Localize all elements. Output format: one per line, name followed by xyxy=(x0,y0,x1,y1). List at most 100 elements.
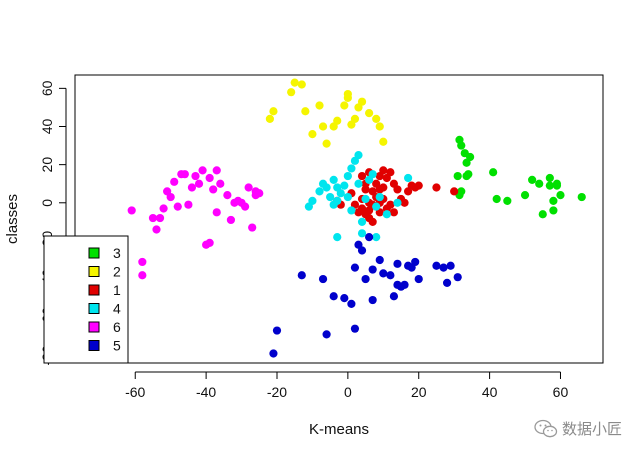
legend-label: 4 xyxy=(113,301,121,317)
data-point-class-2 xyxy=(343,89,352,99)
data-point-class-2 xyxy=(297,80,306,89)
data-point-class-3 xyxy=(538,210,547,219)
data-point-class-2 xyxy=(318,122,328,131)
y-tick-label: 20 xyxy=(39,157,55,173)
data-point-class-6 xyxy=(191,171,200,181)
data-point-class-6 xyxy=(255,189,264,198)
data-point-class-4 xyxy=(329,175,338,185)
data-point-class-4 xyxy=(404,173,413,183)
data-point-class-5 xyxy=(318,274,328,284)
data-point-class-2 xyxy=(287,88,296,97)
data-point-class-3 xyxy=(552,181,562,190)
data-point-class-3 xyxy=(549,206,558,215)
data-point-class-3 xyxy=(492,194,501,204)
data-point-class-4 xyxy=(308,196,317,205)
data-point-class-3 xyxy=(489,168,498,177)
data-point-class-1 xyxy=(368,217,377,226)
data-point-class-5 xyxy=(322,330,331,339)
data-point-class-2 xyxy=(340,101,349,110)
data-point-class-4 xyxy=(347,164,356,173)
data-point-class-5 xyxy=(389,292,399,301)
legend-item-4: 4 xyxy=(88,301,121,317)
data-point-class-5 xyxy=(386,271,395,280)
data-point-class-4 xyxy=(361,194,370,204)
legend-item-1: 1 xyxy=(88,282,121,298)
legend-label: 3 xyxy=(113,245,121,261)
data-point-class-2 xyxy=(365,109,374,118)
data-point-class-2 xyxy=(301,107,310,116)
data-point-class-2 xyxy=(290,78,299,87)
data-point-class-3 xyxy=(545,173,554,183)
data-point-class-6 xyxy=(166,192,175,202)
data-point-class-3 xyxy=(503,196,512,205)
data-point-class-6 xyxy=(127,206,136,215)
x-tick-label: 20 xyxy=(411,384,427,400)
data-point-class-5 xyxy=(368,295,377,305)
data-point-class-4 xyxy=(372,202,381,211)
data-point-class-2 xyxy=(315,101,324,110)
data-point-class-6 xyxy=(244,183,253,192)
data-point-class-6 xyxy=(240,202,250,211)
data-point-class-6 xyxy=(198,166,207,175)
data-point-class-6 xyxy=(159,204,168,213)
data-point-class-6 xyxy=(173,202,182,211)
legend-swatch xyxy=(88,303,100,314)
data-point-class-6 xyxy=(212,208,221,217)
data-point-class-4 xyxy=(333,196,342,205)
legend-swatch xyxy=(88,247,100,259)
data-point-class-4 xyxy=(372,233,381,242)
data-point-class-5 xyxy=(375,255,384,265)
legend-swatch xyxy=(88,266,100,277)
legend-item-6: 6 xyxy=(88,319,121,335)
x-tick-label: -60 xyxy=(125,384,145,400)
legend-swatch xyxy=(88,284,100,296)
data-point-class-5 xyxy=(272,326,282,335)
data-point-class-2 xyxy=(269,107,278,116)
data-point-class-6 xyxy=(184,200,193,209)
data-point-class-4 xyxy=(315,187,324,196)
data-point-class-2 xyxy=(265,114,274,123)
data-point-class-3 xyxy=(577,192,586,202)
watermark-text: 数据小匠 xyxy=(561,420,622,438)
data-point-class-5 xyxy=(453,273,462,282)
data-point-class-5 xyxy=(357,246,367,255)
data-point-class-1 xyxy=(389,208,399,217)
data-point-class-4 xyxy=(343,192,352,202)
data-point-class-4 xyxy=(382,210,391,219)
legend-label: 6 xyxy=(113,319,121,335)
data-point-class-5 xyxy=(442,278,452,287)
data-point-class-2 xyxy=(333,116,342,125)
data-point-class-5 xyxy=(297,271,306,280)
data-point-class-5 xyxy=(350,324,360,333)
data-point-class-5 xyxy=(400,280,409,289)
data-point-class-3 xyxy=(556,191,565,200)
data-point-class-6 xyxy=(170,177,179,186)
data-point-class-3 xyxy=(520,191,530,200)
data-point-class-6 xyxy=(226,215,236,225)
data-point-class-4 xyxy=(336,189,345,198)
data-point-class-5 xyxy=(414,274,423,284)
data-point-class-4 xyxy=(354,151,363,160)
legend-swatch xyxy=(88,321,100,333)
data-point-class-6 xyxy=(187,183,197,192)
legend-item-2: 2 xyxy=(88,264,121,280)
legend-swatch xyxy=(88,340,100,351)
data-point-class-6 xyxy=(194,179,204,188)
data-point-class-6 xyxy=(223,191,232,200)
data-point-class-3 xyxy=(535,179,544,188)
data-point-class-4 xyxy=(368,170,377,179)
data-point-class-6 xyxy=(155,213,165,223)
data-point-class-6 xyxy=(205,238,214,247)
data-point-class-2 xyxy=(357,97,367,106)
legend-item-5: 5 xyxy=(88,338,121,354)
data-point-class-1 xyxy=(414,181,423,190)
data-point-class-5 xyxy=(350,263,360,272)
data-point-class-6 xyxy=(148,213,158,223)
data-point-class-6 xyxy=(212,166,221,175)
data-point-class-2 xyxy=(375,122,384,131)
data-point-class-2 xyxy=(350,114,360,123)
plot-frame xyxy=(74,74,604,364)
y-tick-label: 0 xyxy=(39,199,55,207)
data-point-class-5 xyxy=(340,294,349,303)
